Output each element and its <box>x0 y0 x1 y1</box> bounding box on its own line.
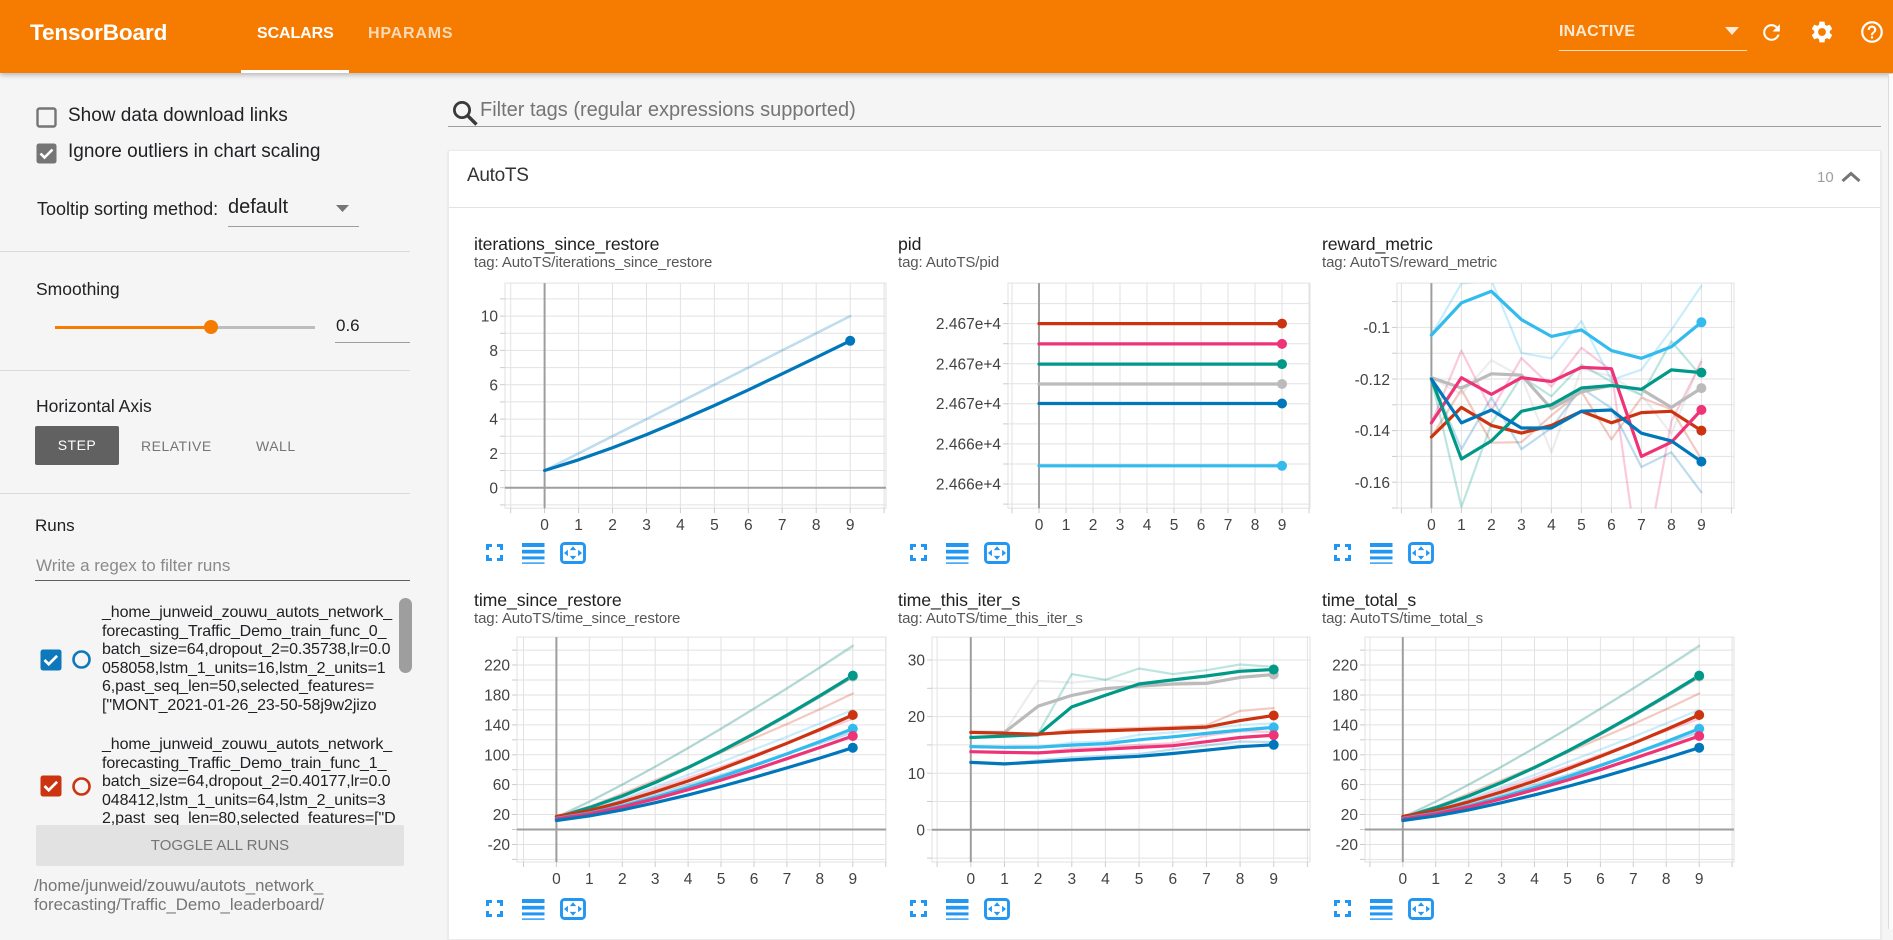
svg-text:7: 7 <box>783 871 792 888</box>
svg-text:6: 6 <box>750 871 759 888</box>
svg-text:8: 8 <box>489 343 498 360</box>
svg-text:0: 0 <box>1035 517 1044 534</box>
svg-text:-20: -20 <box>488 837 511 854</box>
svg-text:2.467e+4: 2.467e+4 <box>936 357 1001 374</box>
svg-text:9: 9 <box>846 517 855 534</box>
svg-text:2: 2 <box>1464 871 1473 888</box>
svg-text:0: 0 <box>966 871 975 888</box>
svg-text:5: 5 <box>1563 871 1572 888</box>
svg-text:8: 8 <box>1236 871 1245 888</box>
svg-text:6: 6 <box>1168 871 1177 888</box>
svg-text:220: 220 <box>484 658 510 675</box>
svg-text:8: 8 <box>812 517 821 534</box>
svg-text:5: 5 <box>1170 517 1179 534</box>
svg-text:2: 2 <box>608 517 617 534</box>
svg-text:0: 0 <box>1398 871 1407 888</box>
svg-text:140: 140 <box>484 718 510 735</box>
svg-text:4: 4 <box>1547 517 1556 534</box>
svg-text:0: 0 <box>489 480 498 497</box>
svg-text:3: 3 <box>1067 871 1076 888</box>
svg-text:5: 5 <box>710 517 719 534</box>
svg-text:2: 2 <box>1034 871 1043 888</box>
svg-text:3: 3 <box>642 517 651 534</box>
svg-text:2.466e+4: 2.466e+4 <box>936 437 1001 454</box>
svg-text:9: 9 <box>1697 517 1706 534</box>
svg-text:-0.14: -0.14 <box>1355 423 1391 440</box>
svg-text:1: 1 <box>1431 871 1440 888</box>
svg-text:6: 6 <box>1596 871 1605 888</box>
svg-text:2: 2 <box>618 871 627 888</box>
svg-text:3: 3 <box>651 871 660 888</box>
svg-text:6: 6 <box>1197 517 1206 534</box>
svg-text:8: 8 <box>1667 517 1676 534</box>
svg-text:2: 2 <box>489 446 498 463</box>
svg-text:7: 7 <box>1224 517 1233 534</box>
svg-text:9: 9 <box>1695 871 1704 888</box>
svg-text:2.467e+4: 2.467e+4 <box>936 396 1001 413</box>
svg-text:7: 7 <box>1202 871 1211 888</box>
svg-text:1: 1 <box>574 517 583 534</box>
svg-text:0: 0 <box>552 871 561 888</box>
svg-text:8: 8 <box>815 871 824 888</box>
svg-text:100: 100 <box>1332 747 1358 764</box>
svg-text:1: 1 <box>1000 871 1009 888</box>
svg-text:8: 8 <box>1662 871 1671 888</box>
svg-text:0: 0 <box>1427 517 1436 534</box>
svg-text:2.467e+4: 2.467e+4 <box>936 316 1001 333</box>
svg-text:10: 10 <box>481 309 499 326</box>
svg-text:-0.1: -0.1 <box>1363 320 1390 337</box>
svg-text:3: 3 <box>1517 517 1526 534</box>
svg-text:20: 20 <box>1341 807 1359 824</box>
svg-text:3: 3 <box>1497 871 1506 888</box>
svg-text:9: 9 <box>848 871 857 888</box>
svg-text:4: 4 <box>1101 871 1110 888</box>
svg-text:1: 1 <box>1457 517 1466 534</box>
svg-text:6: 6 <box>744 517 753 534</box>
svg-text:9: 9 <box>1278 517 1287 534</box>
svg-text:7: 7 <box>1637 517 1646 534</box>
svg-text:7: 7 <box>1629 871 1638 888</box>
svg-text:-0.16: -0.16 <box>1355 475 1390 492</box>
svg-text:60: 60 <box>1341 777 1359 794</box>
svg-text:60: 60 <box>493 777 511 794</box>
svg-text:5: 5 <box>1135 871 1144 888</box>
svg-text:4: 4 <box>684 871 693 888</box>
svg-text:1: 1 <box>1062 517 1071 534</box>
svg-text:100: 100 <box>484 747 510 764</box>
svg-text:2.466e+4: 2.466e+4 <box>936 477 1001 494</box>
svg-text:140: 140 <box>1332 718 1358 735</box>
svg-text:-20: -20 <box>1336 837 1359 854</box>
svg-text:6: 6 <box>489 377 498 394</box>
svg-text:20: 20 <box>493 807 511 824</box>
svg-text:30: 30 <box>908 653 926 670</box>
svg-text:1: 1 <box>585 871 594 888</box>
svg-text:10: 10 <box>908 766 926 783</box>
svg-text:5: 5 <box>717 871 726 888</box>
svg-text:6: 6 <box>1607 517 1616 534</box>
svg-text:0: 0 <box>540 517 549 534</box>
svg-text:4: 4 <box>1530 871 1539 888</box>
svg-text:5: 5 <box>1577 517 1586 534</box>
svg-text:3: 3 <box>1116 517 1125 534</box>
svg-text:-0.12: -0.12 <box>1355 372 1390 389</box>
svg-text:4: 4 <box>1143 517 1152 534</box>
svg-text:7: 7 <box>778 517 787 534</box>
svg-text:0: 0 <box>916 822 925 839</box>
svg-text:4: 4 <box>489 412 498 429</box>
svg-text:4: 4 <box>676 517 685 534</box>
svg-text:8: 8 <box>1251 517 1260 534</box>
svg-text:180: 180 <box>1332 688 1358 705</box>
svg-text:2: 2 <box>1089 517 1098 534</box>
svg-text:220: 220 <box>1332 658 1358 675</box>
svg-text:20: 20 <box>908 709 926 726</box>
svg-text:2: 2 <box>1487 517 1496 534</box>
svg-text:180: 180 <box>484 688 510 705</box>
svg-text:9: 9 <box>1269 871 1278 888</box>
